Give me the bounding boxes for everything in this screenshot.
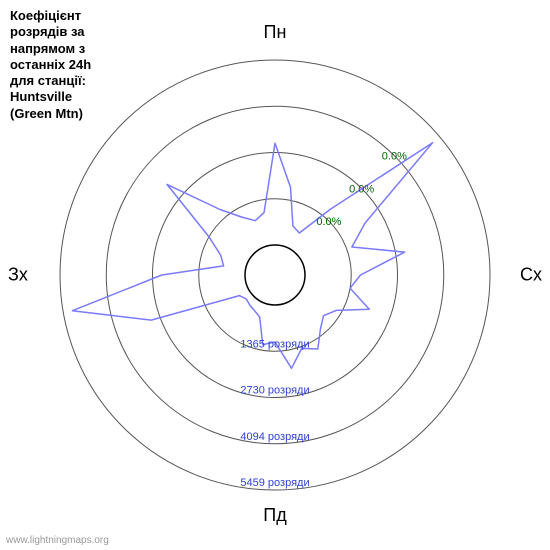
cardinal-w: Зх — [8, 265, 28, 286]
cardinal-n: Пн — [264, 22, 287, 43]
cardinal-e: Сх — [520, 265, 542, 286]
chart-container: Коефіцієнтрозрядів занапрямом зостанніх … — [0, 0, 550, 550]
svg-text:2730 розряди: 2730 розряди — [240, 385, 309, 397]
cardinal-s: Пд — [263, 505, 286, 526]
svg-text:0.0%: 0.0% — [316, 216, 341, 228]
svg-text:1365 розряди: 1365 розряди — [240, 338, 309, 350]
polar-chart-svg: 1365 розряди 2730 розряди 4094 розряди 5459… — [0, 0, 550, 550]
footer-credit: www.lightningmaps.org — [6, 535, 109, 546]
svg-text:0.0%: 0.0% — [349, 183, 374, 195]
svg-text:4094 розряди: 4094 розряди — [240, 431, 309, 443]
svg-text:5459 розряди: 5459 розряди — [240, 477, 309, 489]
svg-text:0.0%: 0.0% — [382, 151, 407, 163]
